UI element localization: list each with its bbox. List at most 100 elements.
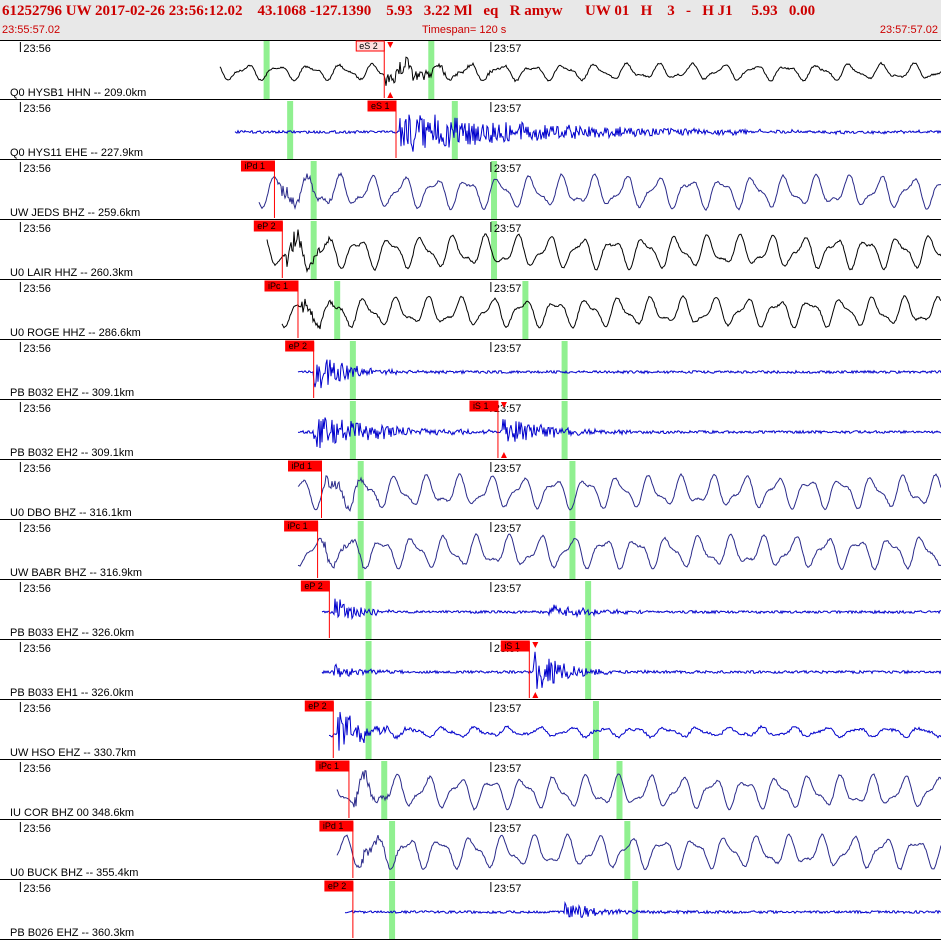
- time-window-marker: [349, 401, 356, 459]
- trace-row: 23:56 23:57 eS 1 Q0 HYS11 EHE -- 227.9km: [0, 100, 941, 160]
- phase-pick-box[interactable]: [300, 580, 330, 592]
- station-label: PB B032 EHZ -- 309.1km: [10, 387, 134, 399]
- time-tick-label: 23:57: [494, 763, 522, 775]
- phase-pick-label: iPd 1: [323, 821, 344, 831]
- time-window-marker: [334, 281, 341, 339]
- time-tick-label: 23:56: [23, 583, 51, 595]
- pick-marker-top: [532, 642, 539, 648]
- time-tick-label: 23:56: [23, 103, 51, 115]
- time-tick-label: 23:57: [494, 43, 522, 55]
- time-window-marker: [616, 761, 623, 819]
- window-end-time: 23:57:57.02: [879, 24, 938, 36]
- waveform-trace: [328, 711, 941, 751]
- phase-pick-box[interactable]: [315, 760, 350, 772]
- time-window-marker: [310, 161, 317, 219]
- phase-pick-box[interactable]: [240, 160, 275, 172]
- time-window-marker: [287, 101, 294, 159]
- time-tick-label: 23:57: [494, 823, 522, 835]
- phase-pick-label: eP 2: [289, 341, 307, 351]
- time-tick-label: 23:57: [494, 703, 522, 715]
- waveform-trace: [234, 114, 941, 152]
- phase-pick-box[interactable]: [367, 100, 397, 112]
- phase-pick-box[interactable]: [324, 880, 354, 892]
- phase-pick-box[interactable]: [284, 520, 319, 532]
- time-window-marker: [632, 881, 639, 939]
- time-window-marker: [357, 521, 364, 579]
- time-tick-label: 23:57: [494, 403, 522, 415]
- waveform-trace: [266, 229, 941, 274]
- time-tick-label: 23:56: [23, 283, 51, 295]
- phase-pick-box[interactable]: [500, 640, 530, 652]
- trace-row: 23:56 23:57 eP 2 UW HSO EHZ -- 330.7km: [0, 700, 941, 760]
- waveform-trace: [336, 833, 941, 871]
- phase-pick-box[interactable]: [285, 340, 315, 352]
- pick-marker-top: [387, 42, 394, 48]
- trace-row: 23:56 23:57 iPc 1 IU COR BHZ 00 348.6km: [0, 760, 941, 820]
- time-window-marker: [365, 641, 372, 699]
- time-window-marker: [491, 161, 498, 219]
- waveform-trace: [297, 417, 941, 449]
- time-window-marker: [522, 281, 529, 339]
- trace-row: 23:56 23:57 eP 2 PB B032 EHZ -- 309.1km: [0, 340, 941, 400]
- time-tick-label: 23:56: [23, 523, 51, 535]
- time-window-marker: [561, 401, 568, 459]
- waveform-trace: [297, 533, 941, 571]
- time-window-marker: [263, 41, 270, 99]
- phase-pick-box[interactable]: [319, 820, 354, 832]
- time-tick-label: 23:56: [23, 643, 51, 655]
- event-header: 61252796 UW 2017-02-26 23:56:12.02 43.10…: [0, 0, 941, 41]
- time-window-marker: [365, 701, 372, 759]
- station-label: IU COR BHZ 00 348.6km: [10, 807, 134, 819]
- time-tick-label: 23:56: [23, 463, 51, 475]
- time-tick-label: 23:56: [23, 403, 51, 415]
- station-label: Q0 HYS11 EHE -- 227.9km: [10, 147, 143, 159]
- trace-row: 23:56 23:57 eS 2 Q0 HYSB1 HHN -- 209.0km: [0, 40, 941, 100]
- pick-marker-bottom: [500, 452, 507, 458]
- phase-pick-box[interactable]: [304, 700, 334, 712]
- trace-row: 23:56 23:57 iPc 1 UW BABR BHZ -- 316.9km: [0, 520, 941, 580]
- phase-pick-label: iS 1: [504, 641, 520, 651]
- time-tick-label: 23:56: [23, 703, 51, 715]
- phase-pick-box[interactable]: [264, 280, 299, 292]
- pick-marker-bottom: [532, 692, 539, 698]
- station-label: U0 DBO BHZ -- 316.1km: [10, 507, 132, 519]
- phase-pick-label: eP 2: [328, 881, 346, 891]
- waveform-trace: [281, 295, 941, 330]
- phase-pick-box[interactable]: [253, 220, 283, 232]
- time-tick-label: 23:57: [494, 463, 522, 475]
- phase-pick-label: eP 2: [308, 701, 326, 711]
- time-window-marker: [585, 641, 592, 699]
- station-label: PB B033 EH1 -- 326.0km: [10, 687, 134, 699]
- phase-pick-label: eP 2: [257, 221, 275, 231]
- time-window-marker: [310, 221, 317, 279]
- time-tick-label: 23:56: [23, 763, 51, 775]
- time-tick-label: 23:57: [494, 343, 522, 355]
- phase-pick-box[interactable]: [355, 40, 385, 52]
- time-tick-label: 23:56: [23, 343, 51, 355]
- time-window-marker: [592, 701, 599, 759]
- station-label: UW BABR BHZ -- 316.9km: [10, 567, 142, 579]
- station-label: UW JEDS BHZ -- 259.6km: [10, 207, 140, 219]
- phase-pick-box[interactable]: [469, 400, 499, 412]
- phase-pick-label: iS 1: [473, 401, 489, 411]
- phase-pick-box[interactable]: [288, 460, 323, 472]
- waveform-trace: [219, 56, 941, 86]
- phase-pick-label: iPd 1: [292, 461, 313, 471]
- time-tick-label: 23:56: [23, 43, 51, 55]
- trace-row: 23:56 23:57 eP 2 PB B026 EHZ -- 360.3km: [0, 880, 941, 940]
- time-window-marker: [428, 41, 435, 99]
- station-label: Q0 HYSB1 HHN -- 209.0km: [10, 87, 146, 99]
- station-label: PB B033 EHZ -- 326.0km: [10, 627, 134, 639]
- time-tick-label: 23:57: [494, 583, 522, 595]
- time-tick-label: 23:57: [494, 223, 522, 235]
- phase-pick-label: iPc 1: [268, 281, 288, 291]
- trace-row: 23:56 23:57 iS 1 PB B032 EH2 -- 309.1km: [0, 400, 941, 460]
- phase-pick-label: iPc 1: [319, 761, 339, 771]
- trace-row: 23:56 23:57 iPc 1 U0 ROGE HHZ -- 286.6km: [0, 280, 941, 340]
- station-label: UW HSO EHZ -- 330.7km: [10, 747, 136, 759]
- phase-pick-label: iPd 1: [244, 161, 265, 171]
- time-tick-label: 23:56: [23, 883, 51, 895]
- time-tick-label: 23:57: [494, 283, 522, 295]
